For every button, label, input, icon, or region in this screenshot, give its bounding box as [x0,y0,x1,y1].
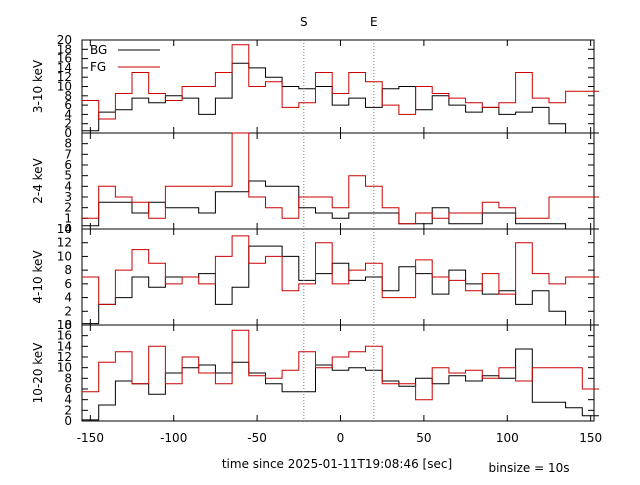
y-tick-label: 4 [64,179,72,193]
y-tick-label: 4 [64,291,72,305]
x-tick-label: 100 [496,431,519,445]
y-tick-label: 20 [57,33,72,47]
x-tick-label: -150 [77,431,104,445]
panel-frame [81,324,595,422]
x-tick-label: 150 [579,431,602,445]
y-tick-label: 12 [57,236,72,250]
y-tick-label: 6 [64,277,72,291]
x-tick-label: -100 [160,431,187,445]
y-tick-label: 0 [64,126,72,140]
y-tick-label: 14 [57,61,72,75]
legend-entry-fg: FG [90,60,106,74]
y-tick-label: 16 [57,52,72,66]
y-tick-label: 8 [64,263,72,277]
y-tick-label: 18 [57,42,72,56]
y-tick-label: 6 [64,382,72,396]
y-tick-label: 18 [57,318,72,332]
marker-s-label: S [300,15,308,29]
y-tick-label: 10 [57,80,72,94]
y-tick-label: 14 [57,339,72,353]
y-tick-label: 6 [64,98,72,112]
y-tick-label: 3 [64,190,72,204]
y-tick-label: 0 [64,414,72,428]
y-tick-label: 10 [57,361,72,375]
x-axis-label: time since 2025-01-11T19:08:46 [sec] [222,457,452,471]
marker-e-label: E [370,15,378,29]
series-fg-line [82,235,599,305]
x-tick-label: 50 [416,431,431,445]
y-tick-label: 1 [64,211,72,225]
y-tick-label: 5 [64,169,72,183]
x-axis: -150 -100 -50 0 50 100 150 [77,431,602,445]
legend-entry-bg: BG [90,43,107,57]
series-fg-line [82,329,599,401]
y-tick-label: 14 [57,222,72,236]
y-tick-label: 8 [64,371,72,385]
y-axis-label: 3-10 keV [31,59,45,113]
y-tick-label: 0 [64,222,72,236]
y-tick-label: 12 [57,350,72,364]
y-tick-label: 7 [64,147,72,161]
y-tick-label: 2 [64,117,72,131]
y-tick-label: 10 [57,249,72,263]
y-tick-label: 6 [64,158,72,172]
binsize-label: binsize = 10s [488,461,569,475]
y-tick-label: 8 [64,89,72,103]
y-tick-label: 4 [64,107,72,121]
y-tick-label: 4 [64,393,72,407]
y-tick-label: 2 [64,403,72,417]
y-tick-label: 2 [64,304,72,318]
y-axis-label: 4-10 keV [31,250,45,304]
x-tick-label: -50 [247,431,267,445]
x-tick-label: 0 [337,431,345,445]
y-tick-label: 16 [57,329,72,343]
y-axis-label: 2-4 keV [31,157,45,203]
y-tick-label: 8 [64,137,72,151]
y-axis-label: 10-20 keV [31,342,45,404]
y-tick-label: 2 [64,201,72,215]
series-fg-line [82,44,599,120]
y-tick-label: 12 [57,70,72,84]
series-fg-line [82,132,599,225]
y-tick-label: 0 [64,318,72,332]
